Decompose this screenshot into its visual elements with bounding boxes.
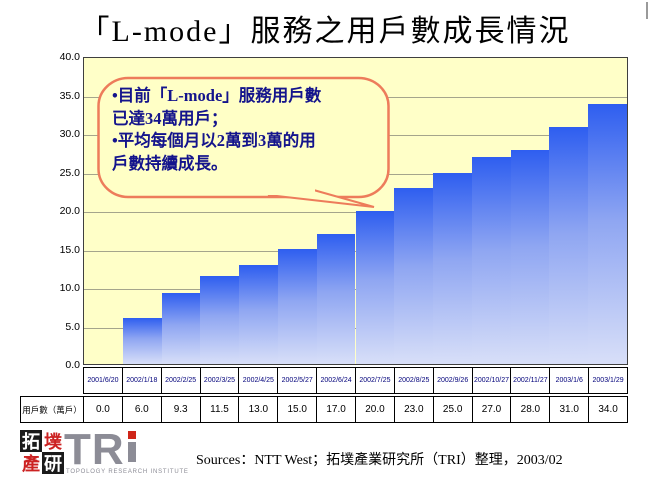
x-axis-date-row: 2001/6/20 2002/1/18 2002/2/25 2002/3/25 2002… xyxy=(83,367,629,394)
bar xyxy=(200,276,240,364)
bar xyxy=(355,211,395,364)
y-tick-label: 30.0 xyxy=(59,128,80,140)
bar xyxy=(433,172,472,364)
logo-char: 墣 xyxy=(42,430,64,452)
bar xyxy=(239,264,278,364)
logo-char: 研 xyxy=(42,452,64,474)
callout-text: •目前「L-mode」服務用戶數 已達34萬用戶； •平均每個月以2萬到3萬的用… xyxy=(112,85,380,175)
value-cell: 27.0 xyxy=(472,396,512,423)
table-value-row: 0.0 6.0 9.3 11.5 13.0 15.0 17.0 20.0 23.0 25.0 27.… xyxy=(83,396,629,423)
y-tick-label: 10.0 xyxy=(59,282,80,294)
logo-letter-i xyxy=(127,431,136,462)
bar xyxy=(316,233,356,364)
scan-artifact xyxy=(646,2,648,19)
callout-line: 已達34萬用戶； xyxy=(112,108,228,128)
value-cell: 20.0 xyxy=(356,396,395,423)
bar xyxy=(161,292,201,364)
logo-chinese-chars: 拓 墣 產 研 xyxy=(20,430,64,474)
table-row-label: 用戶數（萬戶） xyxy=(20,396,84,423)
date-cell: 2002/11/27 xyxy=(511,367,551,394)
chart-title: 「L-mode」服務之用戶數成長情況 xyxy=(79,15,571,48)
value-cell: 15.0 xyxy=(278,396,318,423)
date-cell: 2003/1/29 xyxy=(589,367,629,394)
bar xyxy=(471,157,511,364)
date-cell: 2002/1/18 xyxy=(122,367,162,394)
value-cell: 28.0 xyxy=(511,396,551,423)
bar xyxy=(277,249,317,364)
y-tick-label: 25.0 xyxy=(59,166,80,179)
value-cell: 17.0 xyxy=(317,396,357,423)
bar xyxy=(510,149,550,364)
y-tick-label: 15.0 xyxy=(59,243,80,256)
value-cell: 9.3 xyxy=(161,396,201,423)
source-note: Sources：NTT West；拓墣產業研究所（TRI）整理，2003/02 xyxy=(196,453,563,468)
value-cell: 0.0 xyxy=(83,396,123,423)
y-tick-label: 40.0 xyxy=(59,51,80,63)
date-cell: 2002/2/25 xyxy=(161,367,201,394)
logo-char: 拓 xyxy=(20,430,42,452)
value-cell: 34.0 xyxy=(589,396,629,423)
date-cell: 2003/1/6 xyxy=(550,367,590,394)
value-cell: 6.0 xyxy=(122,396,162,423)
date-cell: 2002/3/25 xyxy=(200,367,240,394)
value-cell: 23.0 xyxy=(394,396,434,423)
bar xyxy=(394,188,434,364)
value-cell: 11.5 xyxy=(200,396,240,423)
date-cell: 2002/7/25 xyxy=(356,367,395,394)
bar-series xyxy=(84,58,627,364)
date-cell: 2002/9/26 xyxy=(433,367,473,394)
callout-line: 戶數持續成長。 xyxy=(112,153,228,173)
y-tick-label: 5.0 xyxy=(65,320,80,333)
bar xyxy=(122,318,162,364)
value-cell: 13.0 xyxy=(239,396,279,423)
date-cell: 2002/5/27 xyxy=(278,367,318,394)
date-cell: 2001/6/20 xyxy=(83,367,123,394)
callout-bubble xyxy=(97,76,390,208)
red-dot-icon xyxy=(127,431,136,439)
logo-subtitle: TOPOLOGY RESEARCH INSTITUTE xyxy=(66,469,189,475)
y-tick-label: 0.0 xyxy=(65,359,80,371)
date-cell: 2002/4/25 xyxy=(239,367,279,394)
value-cell: 25.0 xyxy=(433,396,473,423)
bar xyxy=(588,103,627,364)
date-cell: 2002/6/24 xyxy=(317,367,357,394)
date-cell: 2002/8/25 xyxy=(394,367,434,394)
tri-logo: 拓 墣 產 研 TR TOPOLOGY RESEARCH INSTITUTE xyxy=(20,428,190,480)
bar xyxy=(549,126,589,364)
date-cell: 2002/10/27 xyxy=(472,367,512,394)
y-tick-label: 35.0 xyxy=(59,89,80,102)
callout-line: •平均每個月以2萬到3萬的用 xyxy=(112,131,316,150)
value-cell: 31.0 xyxy=(550,396,590,423)
logo-char: 產 xyxy=(20,452,42,474)
y-tick-label: 20.0 xyxy=(59,205,80,217)
logo-acronym: TR xyxy=(64,428,136,472)
callout-line: •目前「L-mode」服務用戶數 xyxy=(112,86,322,105)
